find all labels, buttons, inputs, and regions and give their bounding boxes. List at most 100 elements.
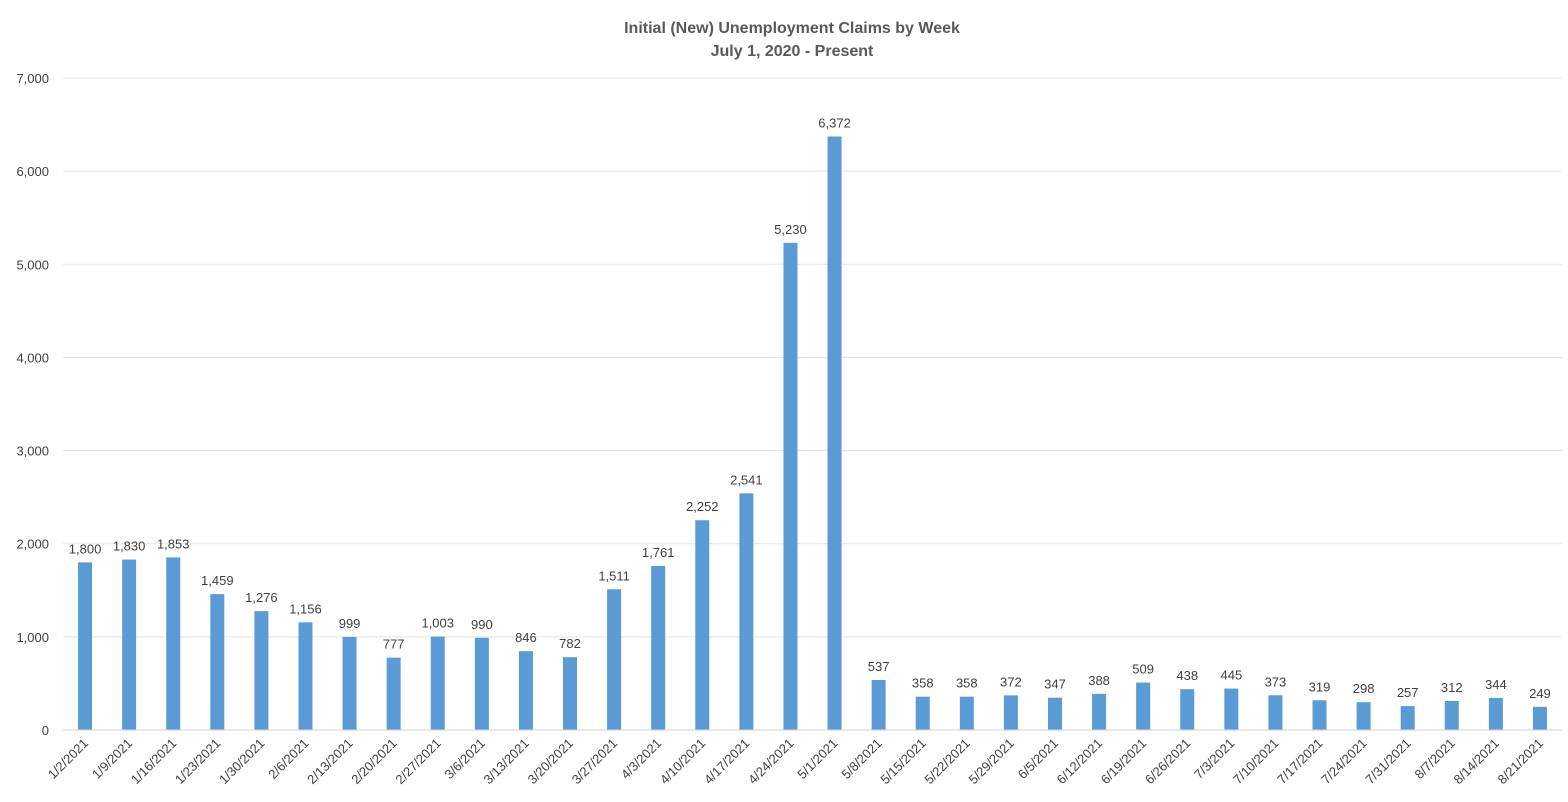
x-tick-label: 2/27/2021 <box>392 736 444 788</box>
x-tick-label: 4/24/2021 <box>745 736 797 788</box>
bar <box>827 136 842 730</box>
data-label: 249 <box>1529 686 1551 701</box>
bar <box>1444 700 1459 730</box>
bar <box>1180 689 1195 730</box>
x-tick-label: 3/13/2021 <box>481 736 533 788</box>
x-tick-label: 5/1/2021 <box>794 736 840 782</box>
bar <box>1312 700 1327 730</box>
data-label: 373 <box>1265 674 1287 689</box>
data-label: 388 <box>1088 673 1110 688</box>
bar <box>739 493 754 730</box>
bar <box>1092 693 1107 730</box>
data-label: 2,541 <box>730 472 763 487</box>
data-label: 1,830 <box>113 539 146 554</box>
bar <box>386 657 401 730</box>
data-label: 782 <box>559 636 581 651</box>
data-label: 358 <box>912 676 934 691</box>
y-tick-label: 6,000 <box>16 164 49 179</box>
bar <box>254 611 269 730</box>
x-tick-label: 6/19/2021 <box>1098 736 1150 788</box>
data-label: 298 <box>1353 681 1375 696</box>
bar <box>783 242 798 730</box>
data-label: 537 <box>868 659 890 674</box>
bar <box>430 636 445 730</box>
bar <box>298 622 313 730</box>
x-tick-label: 4/17/2021 <box>701 736 753 788</box>
x-tick-label: 5/15/2021 <box>877 736 929 788</box>
data-label: 6,372 <box>818 115 851 130</box>
bar <box>210 594 225 730</box>
x-tick-label: 7/31/2021 <box>1362 736 1414 788</box>
data-label: 509 <box>1132 662 1154 677</box>
y-tick-label: 1,000 <box>16 630 49 645</box>
x-tick-label: 4/10/2021 <box>657 736 709 788</box>
data-label: 372 <box>1000 674 1022 689</box>
data-labels: 1,800 1,830 1,853 1,459 1,276 1,156 999 777 1,00… <box>69 115 1551 700</box>
bar <box>563 657 578 730</box>
bar <box>122 559 137 730</box>
data-label: 445 <box>1220 668 1242 683</box>
data-label: 846 <box>515 630 537 645</box>
bar <box>607 589 622 730</box>
x-tick-label: 7/10/2021 <box>1230 736 1282 788</box>
y-tick-label: 2,000 <box>16 537 49 552</box>
data-label: 358 <box>956 676 978 691</box>
gridlines <box>63 77 1562 638</box>
y-axis-ticks: 0 1,000 2,000 3,000 4,000 5,000 6,000 7,000 <box>16 71 49 738</box>
x-tick-label: 6/26/2021 <box>1142 736 1194 788</box>
data-label: 1,761 <box>642 545 675 560</box>
bars <box>78 136 1547 730</box>
bar <box>1268 695 1283 730</box>
data-label: 1,511 <box>598 568 630 583</box>
data-label: 1,276 <box>245 590 278 605</box>
data-label: 1,800 <box>69 541 102 556</box>
data-label: 257 <box>1397 685 1419 700</box>
x-tick-label: 3/27/2021 <box>569 736 621 788</box>
bar <box>518 651 533 730</box>
x-axis-ticks: 1/2/20211/9/20211/16/20211/23/20211/30/2… <box>45 736 1546 788</box>
data-label: 777 <box>383 637 405 652</box>
data-label: 1,853 <box>157 536 190 551</box>
data-label: 438 <box>1176 668 1198 683</box>
bar <box>1047 697 1062 730</box>
x-tick-label: 2/20/2021 <box>348 736 400 788</box>
x-tick-label: 1/23/2021 <box>172 736 224 788</box>
bar <box>651 565 666 730</box>
data-label: 347 <box>1044 677 1066 692</box>
x-tick-label: 1/30/2021 <box>216 736 268 788</box>
bar <box>474 637 489 730</box>
x-tick-label: 6/12/2021 <box>1054 736 1106 788</box>
bar <box>166 557 181 730</box>
bar <box>1356 702 1371 730</box>
data-label: 344 <box>1485 677 1507 692</box>
bar <box>959 696 974 730</box>
x-tick-label: 7/17/2021 <box>1274 736 1326 788</box>
data-label: 999 <box>339 616 361 631</box>
data-label: 1,459 <box>201 573 234 588</box>
x-tick-label: 8/14/2021 <box>1450 736 1502 788</box>
y-tick-label: 7,000 <box>16 71 49 86</box>
x-tick-label: 5/29/2021 <box>966 736 1018 788</box>
data-label: 990 <box>471 617 493 632</box>
y-tick-label: 0 <box>42 723 49 738</box>
y-tick-label: 4,000 <box>16 350 49 365</box>
data-label: 1,003 <box>421 616 454 631</box>
bar <box>1400 706 1415 730</box>
data-label: 312 <box>1441 680 1463 695</box>
x-tick-label: 2/13/2021 <box>304 736 356 788</box>
x-tick-label: 8/21/2021 <box>1495 736 1547 788</box>
x-tick-label: 5/22/2021 <box>921 736 973 788</box>
data-label: 319 <box>1309 679 1331 694</box>
bar <box>342 636 357 730</box>
x-tick-label: 3/20/2021 <box>525 736 577 788</box>
bar <box>1532 706 1547 730</box>
y-tick-label: 5,000 <box>16 257 49 272</box>
x-tick-label: 1/16/2021 <box>128 736 180 788</box>
bar <box>915 696 930 730</box>
chart-title: Initial (New) Unemployment Claims by Wee… <box>624 20 960 37</box>
bar <box>78 562 93 730</box>
x-tick-label: 1/2/2021 <box>45 736 91 782</box>
data-label: 1,156 <box>289 601 322 616</box>
